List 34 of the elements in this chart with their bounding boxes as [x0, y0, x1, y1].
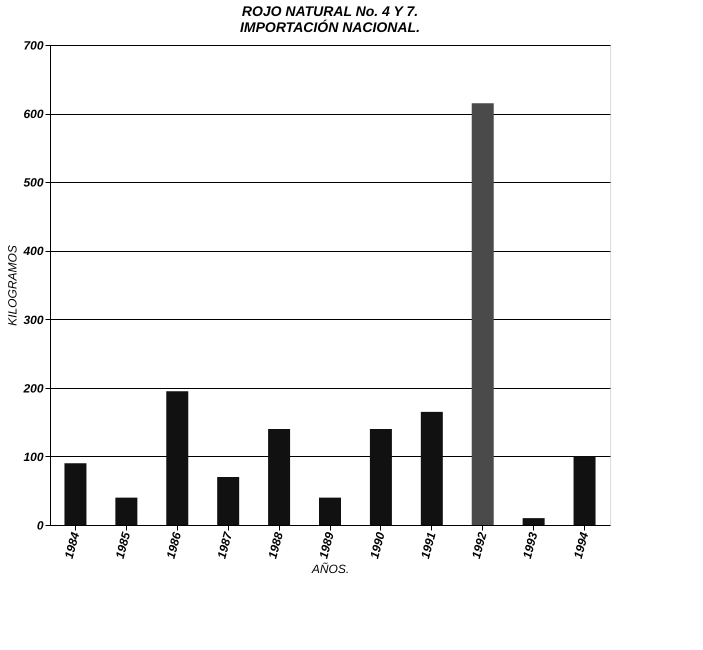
bar: [115, 498, 138, 525]
x-tick-label: 1988: [265, 530, 286, 560]
bar: [166, 391, 188, 525]
bar: [268, 429, 290, 525]
y-tick-label: 100: [23, 450, 44, 464]
x-tick-label: 1986: [164, 530, 184, 560]
y-tick-label: 300: [23, 312, 44, 327]
x-tick-label: 1989: [316, 530, 337, 560]
bar: [420, 412, 443, 525]
y-tick-label: 500: [23, 176, 44, 190]
y-tick-label: 700: [23, 38, 44, 52]
bar: [574, 456, 596, 525]
y-tick-label: 0: [36, 518, 44, 532]
x-tick-label: 1985: [112, 530, 134, 560]
y-tick-label: 400: [22, 244, 44, 258]
text: ROJO NATURAL No. 4 Y 7.: [242, 3, 418, 19]
bar: [472, 103, 494, 525]
bar: [217, 477, 240, 525]
bar: [370, 429, 392, 525]
bar: [64, 463, 86, 525]
x-tick-label: 1984: [62, 530, 82, 560]
x-tick-label: 1987: [214, 529, 236, 560]
text: IMPORTACIÓN NACIONAL.: [240, 19, 420, 35]
x-tick-label: 1991: [418, 530, 439, 560]
y-tick-label: 200: [22, 381, 44, 396]
bar: [522, 518, 545, 525]
x-axis-title: AÑOS.: [310, 562, 350, 576]
x-tick-label: 1992: [469, 530, 490, 560]
y-tick-label: 600: [23, 107, 44, 122]
x-tick-label: 1990: [367, 530, 388, 560]
x-tick-label: 1993: [520, 530, 540, 560]
x-tick-label: 1994: [570, 530, 592, 560]
y-axis-title: KILOGRAMOS: [5, 245, 20, 326]
bar: [319, 498, 341, 525]
